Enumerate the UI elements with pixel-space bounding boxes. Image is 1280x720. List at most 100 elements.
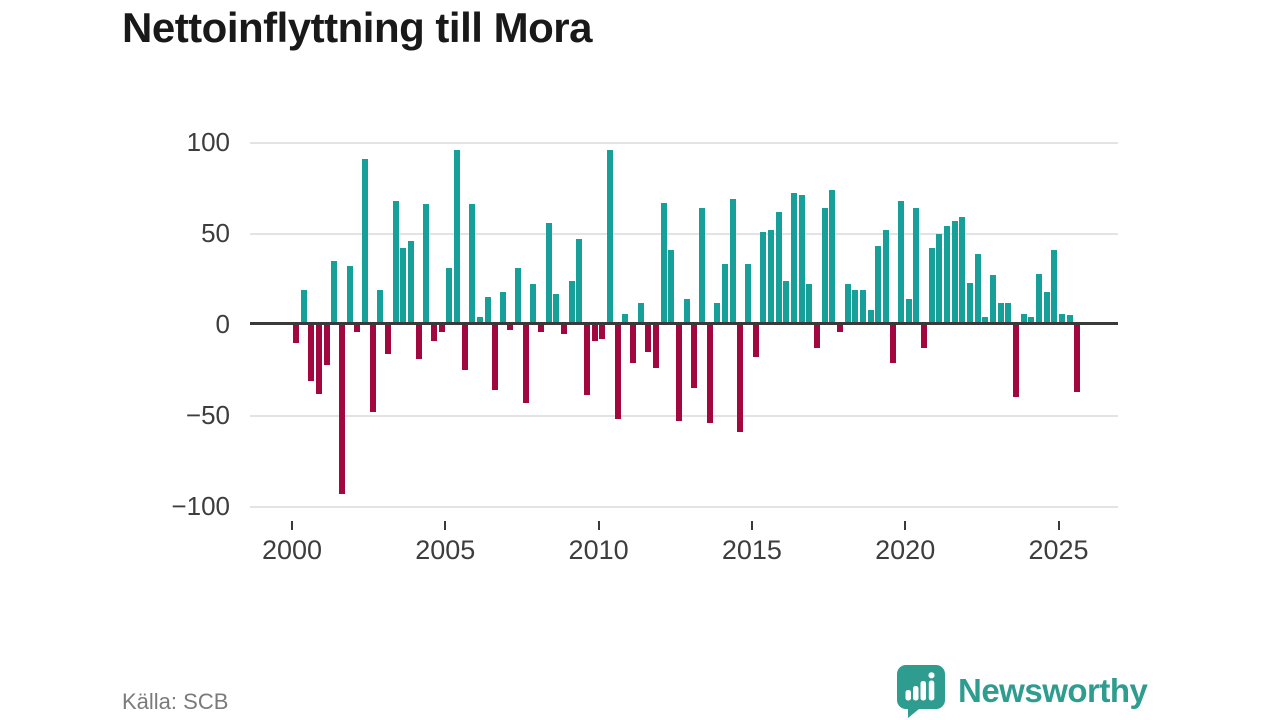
bar — [974, 253, 981, 325]
bar — [430, 324, 437, 341]
y-tick-label: −50 — [185, 399, 230, 430]
bar — [959, 217, 966, 325]
bar — [645, 324, 652, 352]
bar — [438, 324, 445, 332]
bar — [522, 324, 529, 403]
bar — [1005, 302, 1012, 325]
bar — [461, 324, 468, 370]
plot-area — [250, 141, 1118, 508]
bar — [660, 202, 667, 325]
bar — [982, 317, 989, 325]
bar — [331, 260, 338, 325]
bar — [737, 324, 744, 432]
bar — [760, 231, 767, 325]
bar — [721, 264, 728, 325]
bar — [1074, 324, 1081, 392]
bar — [492, 324, 499, 391]
bar — [691, 324, 698, 389]
bar — [584, 324, 591, 396]
chart-title: Nettoinflyttning till Mora — [122, 4, 592, 51]
bar — [346, 266, 353, 325]
x-tick-label: 2010 — [568, 535, 629, 565]
bar — [507, 324, 514, 330]
x-tick-label: 2000 — [261, 535, 323, 565]
bar — [630, 324, 637, 363]
bar — [553, 293, 560, 325]
bar — [836, 324, 843, 332]
bar — [1051, 249, 1058, 325]
x-tick-mark — [750, 521, 753, 530]
bar — [499, 291, 506, 325]
bar — [936, 233, 943, 325]
bar — [928, 248, 935, 325]
newsworthy-logo-icon — [897, 665, 945, 718]
bar — [913, 208, 920, 325]
bar — [752, 324, 759, 358]
bar — [423, 204, 430, 325]
bar — [967, 282, 974, 325]
bar — [1059, 313, 1065, 325]
bar — [859, 289, 866, 325]
x-tick-mark — [904, 521, 907, 530]
gridline — [250, 141, 1118, 144]
bar — [813, 324, 820, 349]
bar — [476, 317, 483, 325]
bar — [323, 324, 330, 365]
bar — [538, 324, 545, 332]
bar — [729, 198, 736, 325]
bar — [1036, 273, 1043, 325]
bar — [361, 158, 368, 325]
bar — [576, 238, 583, 325]
bar — [653, 324, 660, 369]
bar — [867, 309, 874, 325]
bar — [300, 289, 307, 325]
bar — [683, 299, 690, 325]
bar — [821, 208, 828, 325]
x-tick-mark — [1057, 521, 1060, 530]
bar — [515, 268, 522, 325]
bar — [698, 208, 705, 325]
bar — [369, 324, 376, 412]
bar — [951, 220, 958, 325]
source-note: Källa: SCB — [122, 689, 229, 714]
bar — [921, 324, 928, 349]
bar — [568, 280, 575, 325]
bar — [905, 299, 912, 325]
bar — [622, 313, 629, 325]
bar — [607, 149, 614, 325]
bar — [530, 284, 537, 325]
bar — [308, 324, 315, 381]
bar — [775, 211, 782, 325]
bar — [484, 297, 491, 325]
bar — [338, 324, 345, 494]
bar — [614, 324, 621, 420]
y-tick-label: 0 — [215, 308, 230, 339]
bar — [706, 324, 713, 423]
x-tick-mark — [291, 521, 293, 530]
bar — [1013, 324, 1020, 398]
bar — [407, 240, 414, 325]
bar — [1066, 315, 1073, 325]
bar — [944, 226, 951, 325]
bar — [844, 284, 851, 325]
bar — [990, 275, 997, 325]
bar — [829, 189, 836, 325]
bar — [676, 324, 682, 421]
y-tick-label: 50 — [201, 217, 230, 248]
bar — [415, 324, 422, 360]
gridline — [250, 232, 1118, 235]
bar — [790, 193, 797, 325]
bar — [798, 195, 805, 325]
bar — [1028, 317, 1035, 325]
newsworthy-logo-text: Newsworthy — [958, 672, 1148, 709]
bar — [806, 284, 813, 325]
bar — [875, 246, 882, 325]
zero-axis-line — [250, 322, 1118, 325]
x-tick-label: 2025 — [1028, 535, 1089, 565]
bar — [637, 302, 644, 325]
bar — [446, 268, 453, 325]
newsworthy-logo: Newsworthy — [896, 664, 1148, 718]
bar — [293, 324, 299, 343]
bar — [1020, 313, 1027, 325]
bar — [384, 324, 391, 354]
